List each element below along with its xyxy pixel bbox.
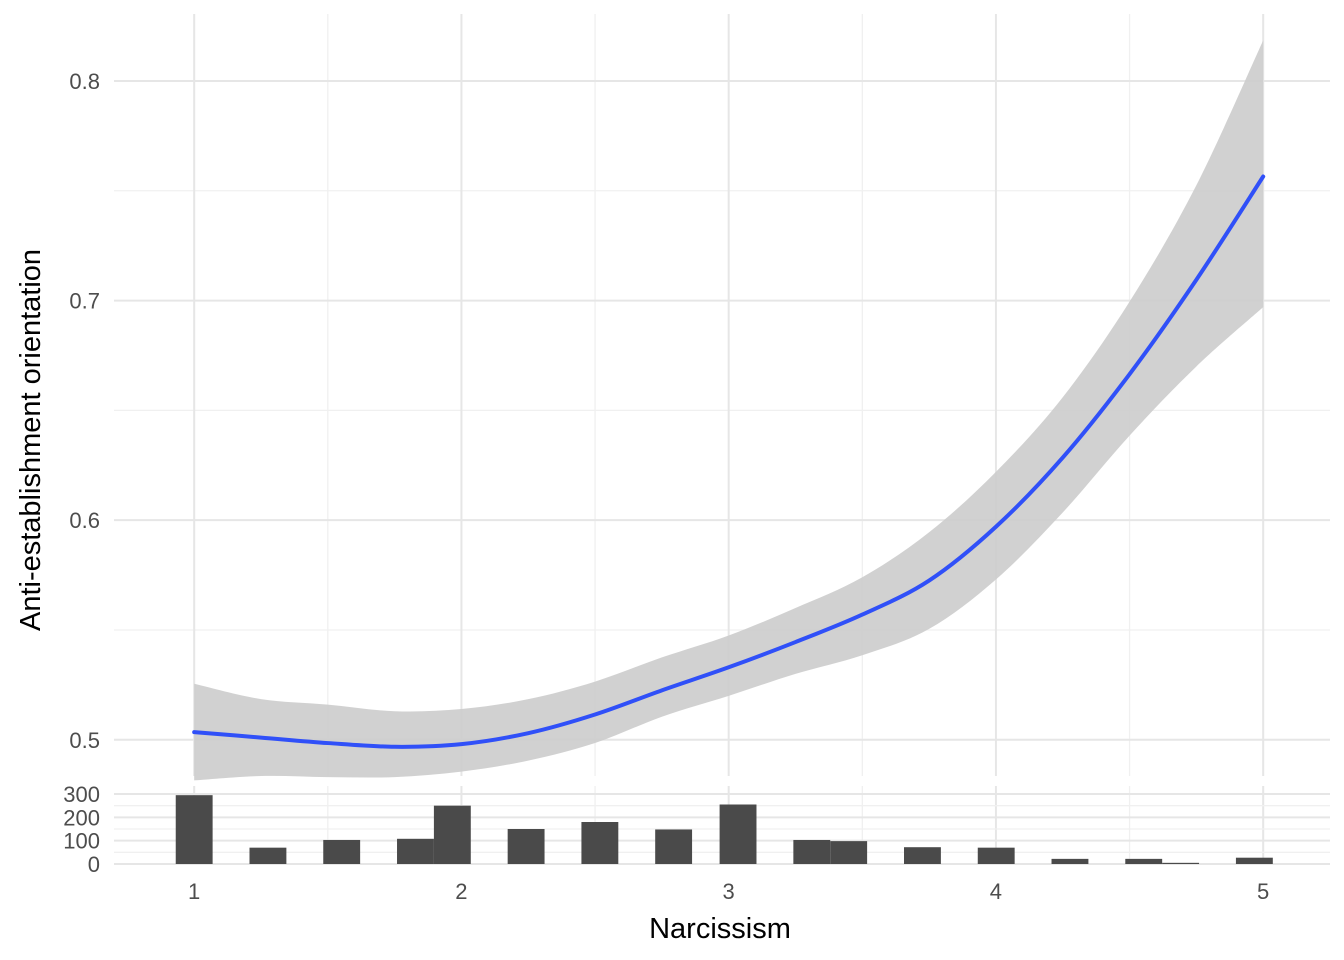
- hist-y-tick-label: 0: [88, 852, 100, 877]
- histogram-bar: [1235, 857, 1273, 864]
- histogram-bar: [433, 805, 471, 864]
- x-tick-label: 2: [455, 879, 467, 904]
- histogram-bar: [397, 838, 434, 864]
- histogram-bar: [719, 804, 757, 864]
- y-tick-label: 0.5: [69, 728, 100, 753]
- x-tick-label: 3: [723, 879, 735, 904]
- y-tick-label: 0.8: [69, 69, 100, 94]
- y-tick-label: 0.6: [69, 508, 100, 533]
- histogram-bar: [581, 822, 619, 864]
- hist-y-tick-label: 200: [63, 805, 100, 830]
- histogram-bar: [793, 839, 831, 864]
- x-axis-title: Narcissism: [649, 913, 791, 945]
- main-panel: [114, 14, 1330, 781]
- x-tick-label: 4: [990, 879, 1002, 904]
- histogram-bar: [977, 847, 1015, 864]
- x-axis: 1 2 3 4 5: [188, 879, 1269, 904]
- histogram-bar: [323, 839, 361, 864]
- fit-line: [192, 174, 1266, 749]
- y-tick-label: 0.7: [69, 289, 100, 314]
- histogram-bar: [1051, 858, 1089, 864]
- y-axis-title: Anti-establishment orientation: [15, 249, 47, 631]
- histogram-bar: [903, 847, 941, 864]
- histogram-panel: [114, 786, 1330, 865]
- hist-y-tick-label: 100: [63, 829, 100, 854]
- hist-y-tick-label: 300: [63, 782, 100, 807]
- y-axis: 0.5 0.6 0.7 0.8: [69, 69, 100, 753]
- x-tick-label: 5: [1257, 879, 1269, 904]
- histogram-bar: [1125, 858, 1163, 864]
- confidence-band: [194, 40, 1264, 781]
- histogram-bar: [830, 841, 868, 864]
- histogram-bar: [175, 795, 213, 864]
- histogram-bar: [655, 829, 693, 864]
- histogram-bar: [507, 829, 545, 864]
- histogram-bar: [1162, 862, 1200, 864]
- x-tick-label: 1: [188, 879, 200, 904]
- histogram-bar: [249, 847, 287, 864]
